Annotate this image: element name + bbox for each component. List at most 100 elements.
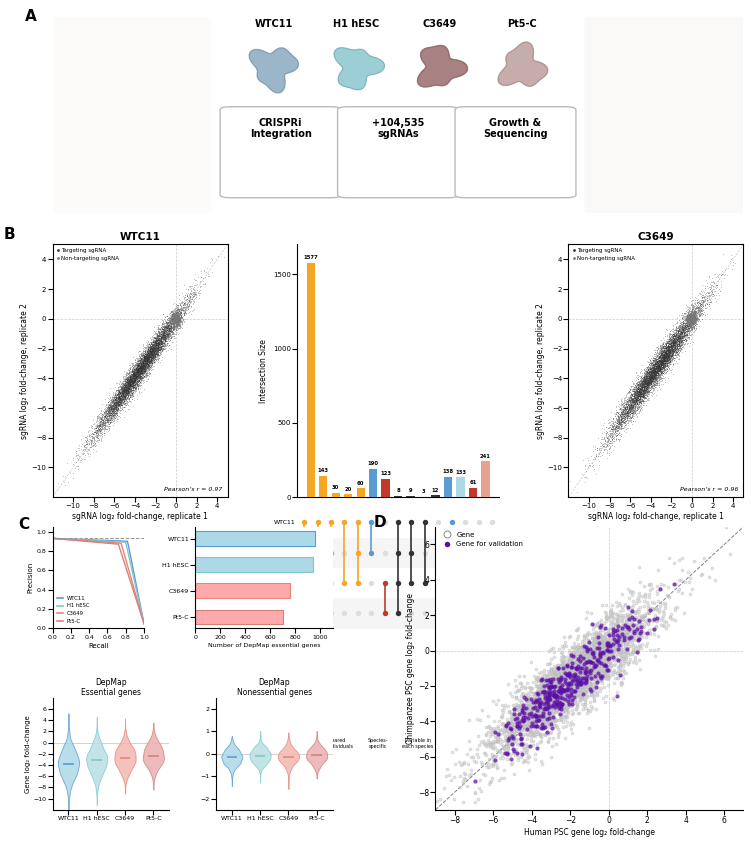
Point: [127, 371, 139, 384]
Point: [146, 337, 158, 350]
Point: [129, 365, 141, 378]
Point: [590, 662, 602, 676]
Point: [663, 344, 675, 358]
Point: [112, 401, 124, 415]
Bar: [457, 477, 465, 497]
Point: [667, 330, 679, 343]
Point: [629, 405, 641, 419]
Point: [695, 303, 707, 316]
Point: [151, 352, 163, 365]
Point: [645, 372, 657, 386]
Point: [656, 338, 668, 351]
Point: [140, 340, 152, 354]
Point: [538, 709, 550, 722]
Point: [661, 359, 673, 372]
Point: [658, 351, 670, 365]
Point: [184, 292, 196, 305]
Point: [107, 409, 119, 422]
Point: [614, 408, 626, 421]
Point: [104, 402, 116, 416]
Point: [517, 729, 529, 743]
Point: [132, 368, 144, 382]
Point: [669, 337, 681, 350]
Point: [627, 645, 639, 659]
Point: [170, 315, 182, 329]
Point: [629, 404, 641, 417]
Point: [113, 398, 125, 411]
Point: [130, 370, 142, 383]
Point: [659, 349, 671, 362]
Point: [641, 380, 653, 393]
Point: [139, 354, 151, 368]
Point: [139, 354, 151, 367]
Point: [92, 410, 104, 423]
Point: [134, 371, 146, 384]
Point: [110, 396, 122, 410]
Point: [141, 355, 153, 369]
Point: [137, 345, 149, 359]
Point: [692, 304, 704, 318]
Point: [682, 312, 694, 326]
Point: [170, 310, 182, 324]
Point: [644, 377, 656, 391]
Point: [644, 377, 656, 390]
Point: [659, 339, 671, 353]
Point: [647, 370, 659, 383]
Point: [580, 689, 592, 703]
Point: [136, 354, 148, 368]
Point: [637, 372, 649, 386]
Point: [548, 689, 560, 702]
Point: [142, 359, 154, 372]
Point: [652, 360, 664, 373]
Point: [141, 357, 153, 371]
Point: [113, 386, 125, 399]
Point: [106, 404, 118, 418]
Point: [84, 441, 96, 455]
Point: [125, 371, 137, 384]
Point: [676, 326, 688, 339]
Point: [109, 404, 121, 418]
Point: [128, 382, 140, 395]
Point: [632, 393, 644, 407]
Point: [671, 345, 683, 359]
Point: [669, 336, 681, 349]
Point: [104, 410, 116, 423]
Point: [609, 639, 621, 652]
Point: [113, 387, 125, 400]
Point: [669, 332, 681, 346]
Point: [638, 371, 650, 384]
Point: [579, 460, 591, 473]
Point: [662, 349, 674, 363]
Point: [100, 410, 112, 424]
Point: [97, 407, 109, 421]
Point: [660, 347, 672, 360]
Point: [178, 315, 190, 328]
Point: [152, 332, 164, 346]
Point: [667, 327, 679, 341]
Point: [154, 343, 166, 357]
Point: [684, 310, 696, 324]
Point: [151, 332, 163, 346]
Point: [103, 408, 115, 421]
Point: [658, 348, 670, 361]
Point: [121, 373, 133, 387]
Point: [659, 622, 671, 635]
Point: [128, 376, 140, 389]
Point: [161, 315, 173, 329]
Point: [626, 392, 638, 405]
Point: [492, 730, 504, 744]
Point: [629, 393, 641, 406]
Point: [573, 678, 585, 692]
Point: [578, 654, 590, 667]
Point: [611, 426, 623, 439]
Point: [571, 699, 583, 712]
Point: [553, 713, 566, 727]
Point: [110, 395, 122, 409]
Point: [124, 381, 136, 394]
Point: [575, 640, 587, 654]
Point: [661, 349, 673, 363]
Point: [642, 362, 654, 376]
Point: [118, 377, 130, 390]
Point: [107, 399, 119, 412]
Point: [613, 408, 625, 421]
